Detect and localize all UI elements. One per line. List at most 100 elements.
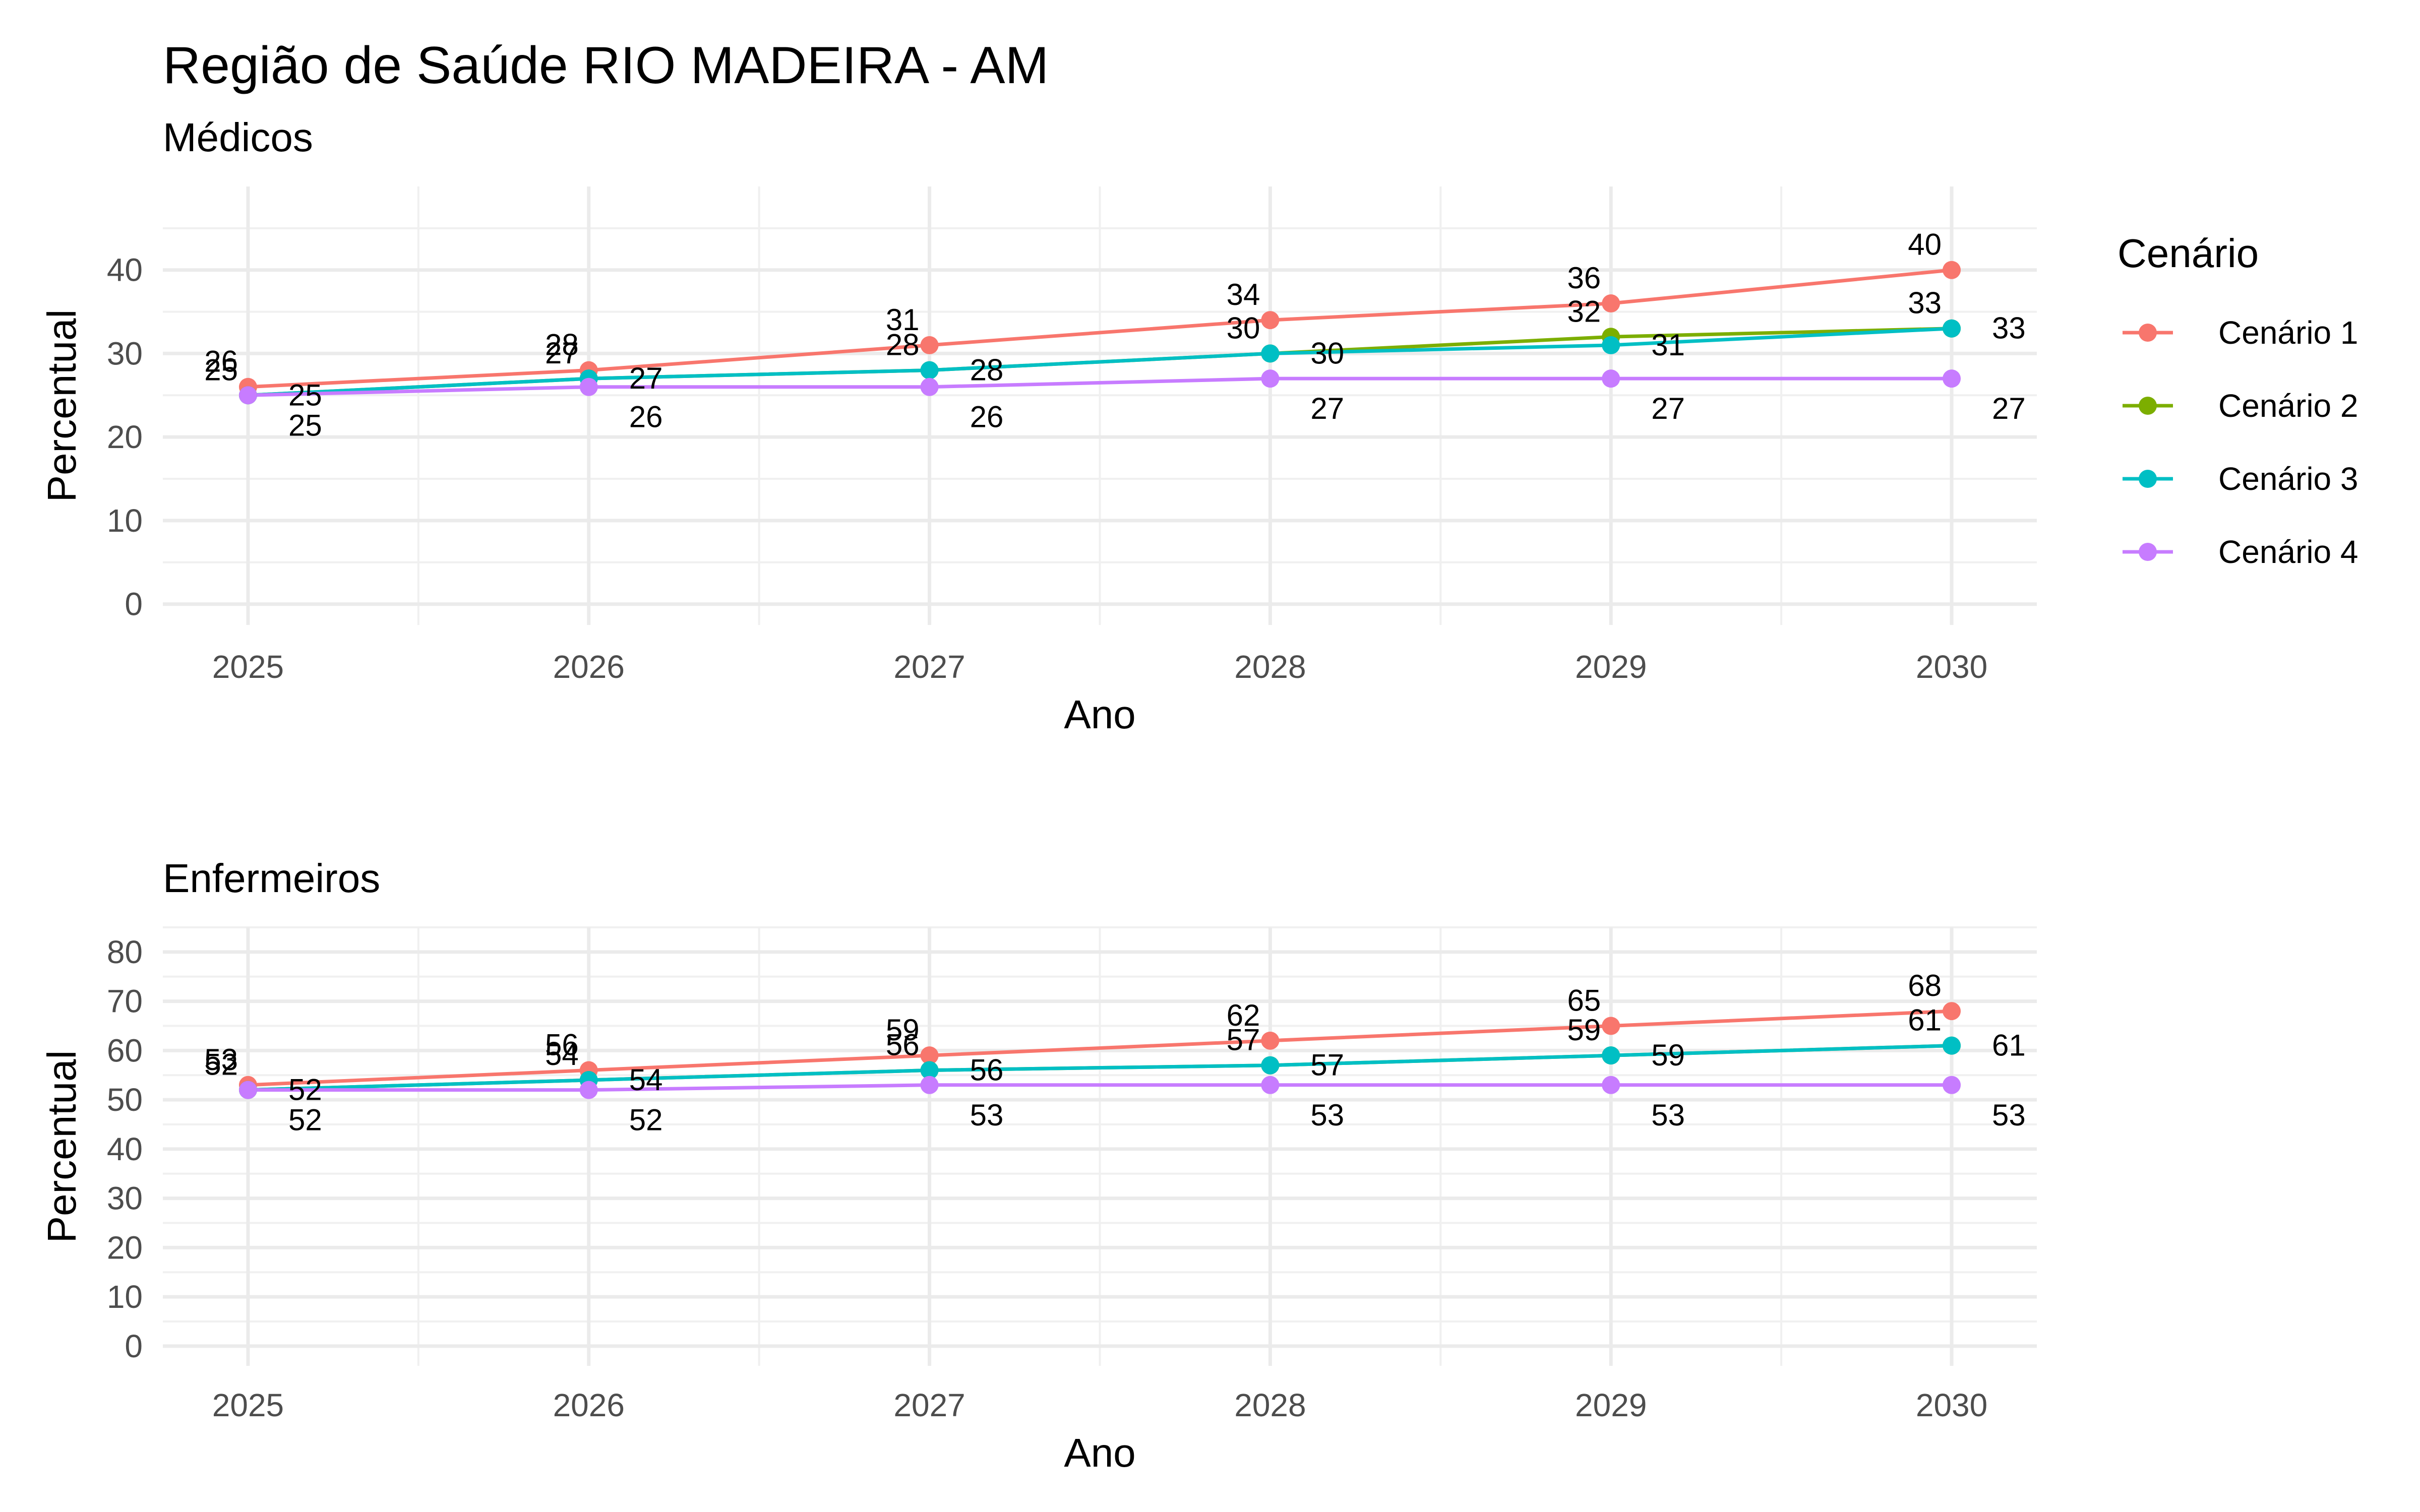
legend-label: Cenário 2 xyxy=(2218,388,2358,424)
data-label-cenario-2: 54 xyxy=(545,1038,579,1072)
data-point-cenario-4 xyxy=(1943,369,1961,388)
data-point-cenario-4 xyxy=(1261,1076,1280,1094)
data-label-cenario-3: 59 xyxy=(1651,1038,1685,1072)
x-tick-label: 2030 xyxy=(1916,649,1987,685)
legend-item-2: Cenário 2 xyxy=(2123,388,2358,424)
legend-item-1: Cenário 1 xyxy=(2123,314,2358,351)
series-line-cenario-1 xyxy=(248,268,1952,389)
series-line-cenario-3 xyxy=(248,327,1952,397)
data-point-cenario-4 xyxy=(579,1081,598,1099)
x-tick-label: 2027 xyxy=(893,649,965,685)
data-point-cenario-4 xyxy=(920,1076,939,1094)
legend-label: Cenário 3 xyxy=(2218,461,2358,497)
data-point-cenario-3 xyxy=(1943,319,1961,338)
legend-title: Cenário xyxy=(2118,231,2259,276)
data-point-cenario-4 xyxy=(238,1081,257,1099)
data-label-cenario-4: 27 xyxy=(1651,392,1685,425)
data-point-cenario-1 xyxy=(920,1046,939,1065)
data-label-cenario-2: 56 xyxy=(886,1028,920,1061)
data-label-cenario-2: 30 xyxy=(1227,311,1260,345)
y-tick-label: 0 xyxy=(125,1328,143,1364)
data-label-cenario-3: 27 xyxy=(629,361,663,395)
data-label-cenario-4: 53 xyxy=(1310,1098,1344,1132)
x-tick-label: 2029 xyxy=(1575,1387,1647,1423)
x-tick-label: 2027 xyxy=(893,1387,965,1423)
data-point-cenario-4 xyxy=(1261,369,1280,388)
data-label-cenario-3: 31 xyxy=(1651,328,1685,362)
data-point-cenario-1 xyxy=(1602,1017,1620,1035)
data-point-cenario-3 xyxy=(920,361,939,380)
data-label-cenario-4: 53 xyxy=(1992,1098,2026,1132)
x-tick-label: 2028 xyxy=(1234,1387,1306,1423)
legend-key-point xyxy=(2139,543,2157,561)
data-label-cenario-1: 65 xyxy=(1567,984,1601,1018)
data-label-cenario-3: 52 xyxy=(288,1073,322,1107)
data-point-cenario-4 xyxy=(1943,1076,1961,1094)
legend-key-point xyxy=(2139,470,2157,488)
data-label-cenario-1: 53 xyxy=(204,1043,238,1077)
series-line-cenario-3 xyxy=(248,1044,1952,1092)
data-label-cenario-2: 33 xyxy=(1908,286,1942,320)
data-label-cenario-4: 27 xyxy=(1992,392,2026,425)
data-point-cenario-3 xyxy=(1943,1036,1961,1055)
data-label-cenario-1: 56 xyxy=(545,1028,579,1061)
chart-title: Região de Saúde RIO MADEIRA - AM xyxy=(163,36,1049,95)
data-label-cenario-4: 53 xyxy=(1651,1098,1685,1132)
data-point-cenario-4 xyxy=(1602,1076,1620,1094)
legend-label: Cenário 1 xyxy=(2218,314,2358,351)
data-label-cenario-4: 25 xyxy=(288,408,322,442)
data-label-cenario-1: 26 xyxy=(204,345,238,379)
series-line-cenario-4 xyxy=(248,1083,1952,1092)
data-label-cenario-2: 28 xyxy=(886,328,920,362)
y-axis-title: Percentual xyxy=(39,309,84,502)
x-tick-label: 2028 xyxy=(1234,649,1306,685)
data-point-cenario-4 xyxy=(1602,369,1620,388)
y-tick-label: 80 xyxy=(107,934,143,970)
x-axis-title: Ano xyxy=(1064,692,1135,737)
data-point-cenario-3 xyxy=(1602,336,1620,354)
data-point-cenario-3 xyxy=(1261,1056,1280,1075)
x-tick-label: 2029 xyxy=(1575,649,1647,685)
data-point-cenario-4 xyxy=(579,377,598,396)
data-label-cenario-4: 26 xyxy=(970,400,1004,434)
data-label-cenario-3: 56 xyxy=(970,1053,1004,1087)
y-tick-label: 30 xyxy=(107,335,143,371)
data-point-cenario-1 xyxy=(920,336,939,354)
x-tick-label: 2030 xyxy=(1916,1387,1987,1423)
legend: Cenário Cenário 1 Cenário 2 Cenário 3 Cenári… xyxy=(2118,231,2358,570)
data-label-cenario-3: 54 xyxy=(629,1063,663,1097)
y-tick-label: 50 xyxy=(107,1082,143,1118)
data-point-cenario-4 xyxy=(920,377,939,396)
x-tick-label: 2026 xyxy=(553,649,625,685)
data-point-cenario-1 xyxy=(1943,1002,1961,1021)
y-tick-label: 40 xyxy=(107,1131,143,1167)
data-label-cenario-1: 28 xyxy=(545,328,579,362)
data-label-cenario-2: 61 xyxy=(1908,1003,1942,1037)
data-label-cenario-2: 57 xyxy=(1227,1023,1260,1057)
legend-key-point xyxy=(2139,397,2157,415)
data-label-cenario-2: 32 xyxy=(1567,294,1601,328)
data-label-cenario-1: 68 xyxy=(1908,969,1942,1002)
data-point-cenario-1 xyxy=(1261,311,1280,330)
data-point-cenario-1 xyxy=(1602,294,1620,312)
data-label-cenario-1: 31 xyxy=(886,303,920,337)
data-label-cenario-4: 27 xyxy=(1310,392,1344,425)
series-line-cenario-4 xyxy=(248,376,1952,397)
data-point-cenario-1 xyxy=(1261,1031,1280,1050)
data-label-cenario-3: 25 xyxy=(288,378,322,412)
data-point-cenario-1 xyxy=(1943,261,1961,279)
legend-key-point xyxy=(2139,324,2157,342)
data-label-cenario-3: 30 xyxy=(1310,336,1344,370)
data-label-cenario-2: 59 xyxy=(1567,1013,1601,1047)
legend-item-3: Cenário 3 xyxy=(2123,461,2358,497)
data-point-cenario-4 xyxy=(238,386,257,405)
x-tick-label: 2025 xyxy=(212,1387,284,1423)
panel-subtitle: Enfermeiros xyxy=(163,856,380,901)
data-label-cenario-1: 34 xyxy=(1227,278,1260,311)
data-label-cenario-1: 36 xyxy=(1567,261,1601,295)
data-point-cenario-3 xyxy=(1261,344,1280,363)
series-line-cenario-1 xyxy=(248,1009,1952,1087)
